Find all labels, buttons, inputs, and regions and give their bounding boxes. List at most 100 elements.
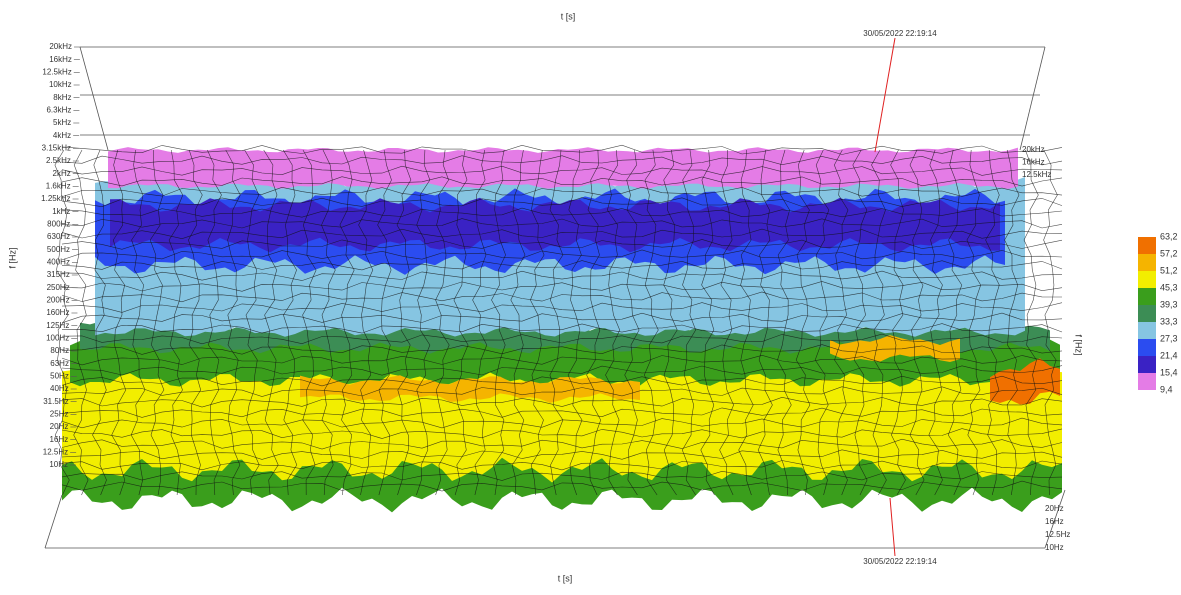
surface-band [108,147,1018,189]
surface-mesh [61,165,1063,176]
surface-mesh [643,149,659,496]
colorbar-swatch [1138,356,1156,373]
y-tick-label: 63Hz [50,359,69,368]
surface-mesh [510,149,526,496]
colorbar-swatch [1138,254,1156,271]
back-frame [44,46,1066,549]
surface-mesh [61,197,1063,208]
surface-mesh [321,149,336,496]
colorbar-label: 57,2 [1160,248,1178,258]
surface-mesh [586,149,602,496]
colorbar-label: 63,2 [1160,231,1178,241]
surface-mesh [61,449,1063,460]
surface-mesh [61,438,1063,450]
surface-mesh [530,149,545,496]
surface-mesh [168,149,184,496]
surface-mesh [61,207,1063,218]
surface-mesh [244,149,260,496]
surface-mesh [61,396,1063,408]
surface-mesh [549,149,564,496]
surface-mesh [61,155,1063,166]
surface-mesh [282,149,298,496]
y-tick-label: 800Hz [47,219,70,228]
right-tick-label: 12.5kHz [1022,170,1051,179]
y-tick-label: 10Hz [49,460,68,469]
surface-mesh [757,149,773,496]
surface-mesh [928,149,943,496]
colorbar-swatch [1138,288,1156,305]
right-tick-label: 20Hz [1045,504,1064,513]
surface-mesh [61,186,1063,197]
colorbar-swatch [1138,339,1156,356]
surface-mesh [396,149,412,496]
surface-mesh [61,323,1063,334]
surface-mesh [491,149,506,496]
surface-mesh [339,149,355,496]
surface-mesh [890,149,906,496]
surface-mesh [130,149,146,496]
surface-mesh [61,239,1063,250]
right-tick-label: 12.5Hz [1045,530,1070,539]
right-tick-label: 16kHz [1022,158,1045,167]
surface-mesh [1004,149,1020,496]
surface-mesh [61,417,1063,429]
colorbar-swatch [1138,271,1156,288]
colorbar-label: 51,2 [1160,265,1178,275]
colorbar-label: 39,3 [1160,299,1178,309]
surface-mesh [61,460,1063,471]
y-axis-label: f [Hz] [1074,334,1084,355]
surface-mesh [61,144,1063,155]
y-tick-label: 500Hz [47,245,70,254]
surface-mesh [61,228,1063,240]
surface-mesh [92,149,107,496]
y-tick-label: 400Hz [47,257,70,266]
y-tick-label: 16kHz [49,55,72,64]
surface-mesh [149,149,165,496]
colorbar-label: 15,4 [1160,367,1178,377]
surface-mesh [61,365,1063,376]
y-tick-label: 80Hz [50,346,69,355]
surface-mesh [453,149,469,496]
surface-mesh [61,291,1063,303]
marker-label: 30/05/2022 22:19:14 [863,29,937,38]
surface-mesh [61,354,1063,366]
y-tick-label: 160Hz [46,308,69,317]
surface-mesh [985,149,1000,496]
y-axis-label: f [Hz] [7,247,17,268]
y-tick-label: 12.5Hz [43,447,68,456]
surface-mesh [871,149,887,496]
surface-mesh [358,149,374,496]
surface-mesh [377,149,392,496]
marker-line [874,37,896,153]
right-tick-label: 16Hz [1045,517,1064,526]
y-tick-label: 6.3kHz [46,105,71,114]
surface-mesh [681,149,697,496]
y-tick-label: 4kHz [53,131,71,140]
colorbar-swatch [1138,237,1156,254]
surface-mesh [111,149,127,496]
surface-mesh [833,149,849,496]
x-axis-label: t [s] [561,11,576,21]
surface-mesh [188,149,203,496]
x-axis-label: t [s] [558,573,573,583]
surface-mesh [61,333,1063,345]
y-tick-label: 1.25kHz [41,194,70,203]
y-tick-label: 16Hz [50,435,69,444]
y-tick-label: 125Hz [46,321,69,330]
surface-band [300,375,640,403]
y-tick-label: 1.6kHz [46,181,71,190]
surface-mesh [909,149,925,496]
colorbar-swatch [1138,322,1156,339]
surface-mesh [624,149,640,496]
surface-mesh [61,428,1063,439]
surface-band [990,358,1060,405]
surface-mesh [605,149,621,496]
y-tick-label: 5kHz [53,118,71,127]
y-tick-label: 3.15kHz [42,143,71,152]
surface-mesh [61,281,1063,292]
colorbar-swatch [1138,305,1156,322]
surface-mesh [795,149,811,496]
surface-mesh [852,149,868,496]
surface-mesh [61,407,1063,418]
